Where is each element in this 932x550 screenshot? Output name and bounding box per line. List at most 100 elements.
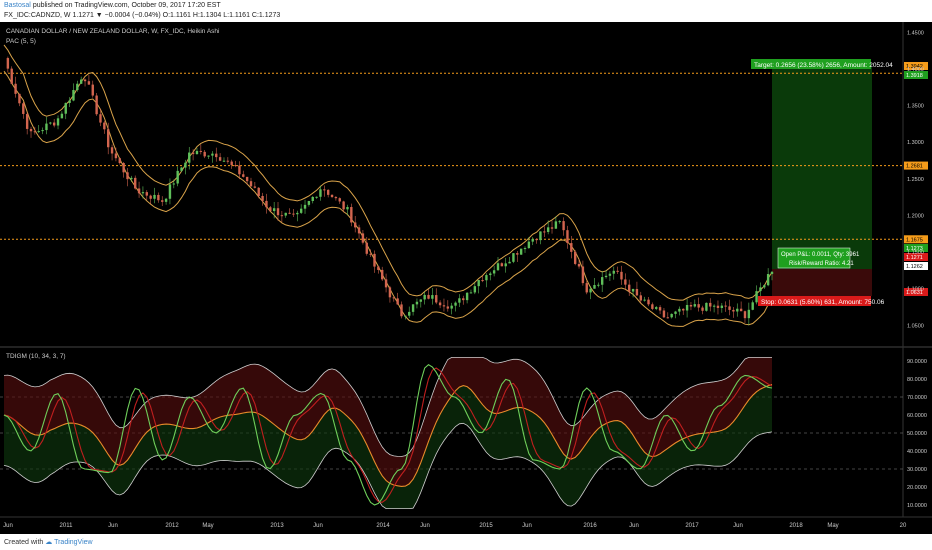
- candle-body: [712, 305, 716, 307]
- price-level-label-box: [904, 71, 928, 79]
- pnl-label-2: Risk/Reward Ratio: 4.21: [789, 261, 854, 267]
- price-level-label: 1.2681: [906, 164, 923, 170]
- target-zone[interactable]: [772, 66, 872, 269]
- price-level-label: 1.1262: [906, 264, 923, 270]
- candle-body: [388, 287, 392, 298]
- candle-body: [408, 311, 411, 316]
- candle-body: [763, 285, 766, 288]
- time-axis-label: Jun: [3, 523, 13, 529]
- candle-body: [207, 155, 210, 157]
- indicator-tick-label: 40.0000: [907, 449, 927, 455]
- price-level-label: 1.1675: [906, 237, 923, 243]
- candle-body: [458, 298, 461, 303]
- candle-body: [597, 284, 600, 286]
- price-channel-line: [3, 70, 773, 327]
- candle-body: [45, 123, 48, 131]
- stop-zone[interactable]: [772, 269, 872, 296]
- candle-body: [41, 130, 44, 132]
- horizontal-levels[interactable]: 1.3942 1.3918 1.2681 1.1675 1.1273 1.1271 1.12…: [0, 62, 928, 296]
- candle-body: [338, 198, 341, 202]
- indicator-tick-label: 70.0000: [907, 395, 927, 401]
- candle-body: [573, 251, 577, 264]
- candle-body: [161, 200, 164, 202]
- candle-body: [766, 274, 770, 286]
- candle-body: [624, 279, 627, 285]
- chart-area[interactable]: 1.3942 1.3918 1.2681 1.1675 1.1273 1.1271 1.12…: [0, 22, 932, 534]
- candle-body: [543, 231, 546, 233]
- candle-body: [145, 192, 148, 196]
- candle-body: [137, 188, 141, 194]
- candle-body: [400, 304, 403, 317]
- candle-body: [396, 298, 399, 305]
- candle-body: [60, 113, 64, 119]
- candle-body: [759, 287, 762, 292]
- candle-body: [353, 222, 357, 228]
- price-tick-label: 1.3500: [907, 104, 924, 110]
- candle-body: [346, 207, 349, 210]
- chart-svg[interactable]: 1.3942 1.3918 1.2681 1.1675 1.1273 1.1271 1.12…: [0, 22, 932, 534]
- author-link[interactable]: Bastosal: [4, 2, 31, 9]
- candle-body: [49, 122, 52, 124]
- candle-body: [296, 212, 299, 215]
- candle-body: [404, 315, 407, 317]
- pnl-box[interactable]: [777, 247, 851, 269]
- target-label: Target: 0.2656 (23.58%) 2656, Amount: 20…: [754, 62, 893, 69]
- candle-body: [716, 305, 720, 308]
- candle-body: [697, 304, 700, 308]
- candle-body: [581, 266, 585, 284]
- candle-body: [261, 195, 264, 201]
- publish-line: Bastosal published on TradingView.com, O…: [4, 2, 221, 9]
- candle-body: [342, 201, 345, 210]
- price-tick-label: 1.4500: [907, 30, 924, 36]
- candle-body: [658, 307, 662, 311]
- candle-body: [535, 238, 538, 241]
- candle-body: [465, 292, 469, 301]
- candle-body: [689, 304, 693, 307]
- candle-body: [141, 192, 145, 194]
- price-level-label: 1.3942: [906, 64, 923, 70]
- lower-band-fill: [4, 384, 772, 509]
- lower-pane-title: TDIGM (10, 34, 3, 7): [6, 353, 66, 360]
- rsi-line: [3, 364, 773, 506]
- candle-body: [655, 307, 658, 309]
- candle-body: [79, 79, 83, 84]
- time-axis-label: 20: [900, 523, 907, 529]
- candle-body: [519, 248, 523, 255]
- candle-body: [103, 122, 106, 130]
- candle-body: [732, 309, 735, 312]
- candle-body: [512, 253, 515, 262]
- stop-label-box[interactable]: [758, 296, 871, 306]
- time-axis-label: 2018: [789, 523, 803, 529]
- candle-body: [477, 280, 480, 287]
- candle-body: [56, 118, 60, 126]
- candle-body: [22, 103, 25, 114]
- candle-body: [257, 187, 260, 196]
- candle-body: [292, 213, 295, 215]
- candle-body: [373, 253, 376, 267]
- candle-body: [589, 288, 592, 293]
- candle-body: [276, 208, 280, 216]
- candle-body: [577, 263, 581, 267]
- candle-body: [18, 93, 21, 104]
- created-with-text: Created with: [4, 539, 44, 546]
- candle-body: [612, 270, 615, 274]
- candle-body: [357, 227, 361, 234]
- candle-body: [130, 177, 133, 180]
- candle-body: [523, 248, 527, 250]
- candle-body: [37, 131, 40, 133]
- price-level-label-box: [904, 244, 928, 252]
- candle-body: [639, 295, 642, 301]
- tradingview-brand[interactable]: TradingView: [54, 539, 93, 546]
- lower-band-line: [3, 422, 773, 509]
- candle-body: [381, 269, 384, 280]
- price-tick-label: 1.0500: [907, 323, 924, 329]
- axis-ticks: 1.4500 1.4000 1.3500 1.3000 1.2500 1.2000 1.15…: [907, 30, 927, 509]
- candle-body: [211, 153, 214, 156]
- candle-body: [504, 263, 507, 267]
- candle-body: [600, 277, 604, 285]
- candle-body: [226, 160, 230, 162]
- target-label-box[interactable]: [751, 59, 871, 69]
- tradingview-cloud-icon: ☁: [45, 539, 53, 546]
- candle-body: [249, 181, 253, 187]
- price-tick-label: 1.1500: [907, 250, 924, 256]
